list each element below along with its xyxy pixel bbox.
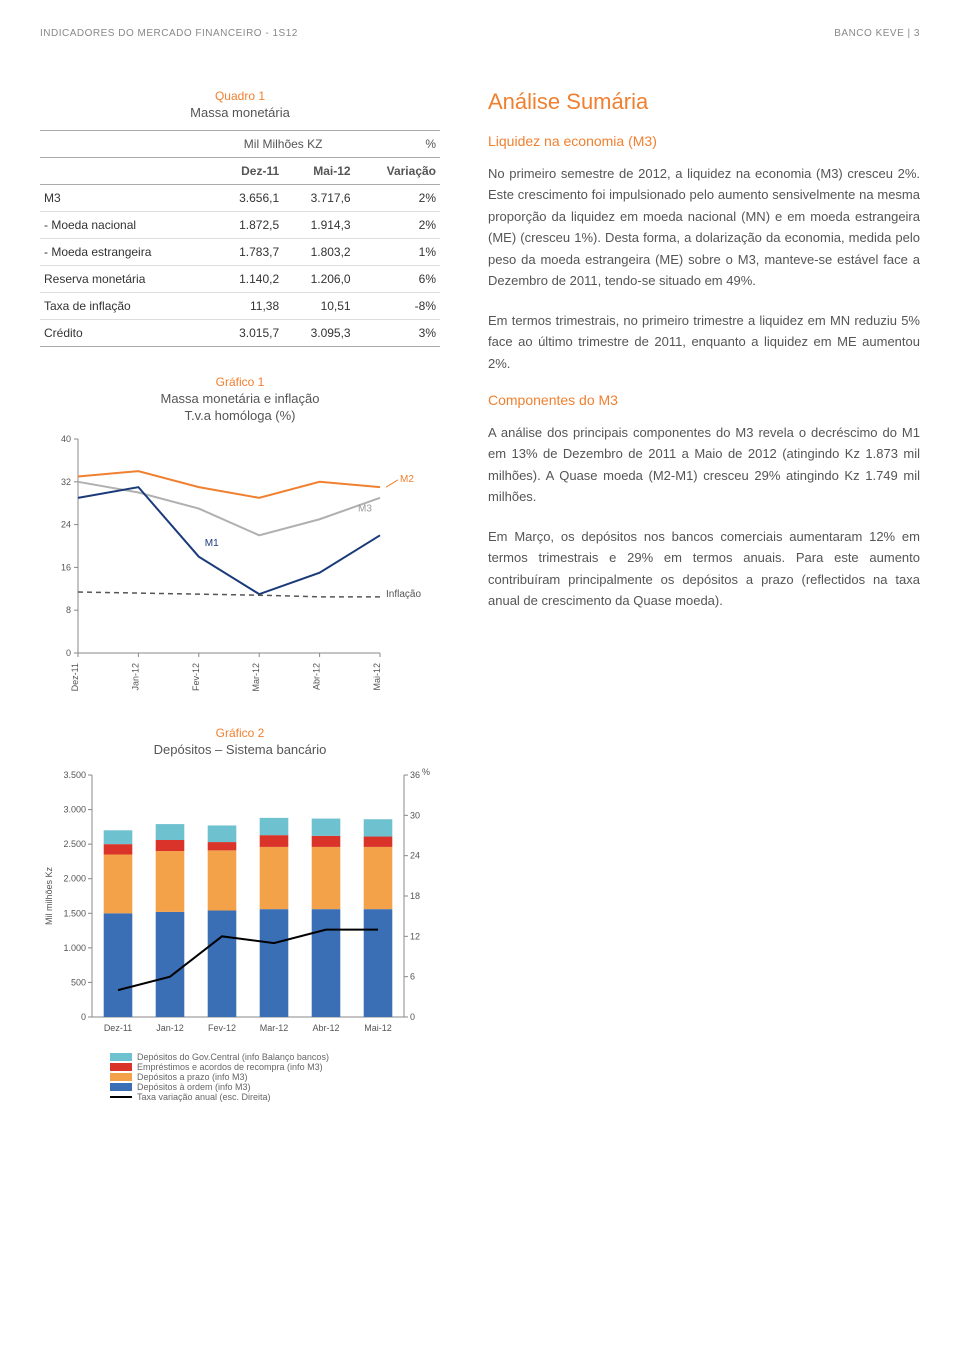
svg-text:Abr-12: Abr-12 xyxy=(312,663,322,690)
svg-text:1.000: 1.000 xyxy=(63,943,86,953)
header-right: BANCO KEVE | 3 xyxy=(834,28,920,39)
liquidez-title: Liquidez na economia (M3) xyxy=(488,133,920,149)
svg-text:Jan-12: Jan-12 xyxy=(156,1023,184,1033)
svg-text:M2: M2 xyxy=(400,474,414,485)
table-row: M33.656,13.717,62% xyxy=(40,185,440,212)
svg-text:%: % xyxy=(422,767,430,777)
svg-text:3.500: 3.500 xyxy=(63,770,86,780)
svg-text:2.500: 2.500 xyxy=(63,839,86,849)
legend-item: Depósitos do Gov.Central (info Balanço b… xyxy=(110,1052,440,1062)
quadro1-table: Mil Milhões KZ % Dez-11 Mai-12 Variação … xyxy=(40,130,440,347)
col-group-left: Mil Milhões KZ xyxy=(212,131,355,158)
grafico2-label: Gráfico 2 xyxy=(40,726,440,740)
svg-text:Fev-12: Fev-12 xyxy=(208,1023,236,1033)
table-row: Reserva monetária1.140,21.206,06% xyxy=(40,266,440,293)
header-left: INDICADORES DO MERCADO FINANCEIRO - 1S12 xyxy=(40,28,298,39)
grafico1-block: Gráfico 1 Massa monetária e inflação T.v… xyxy=(40,375,440,698)
svg-text:1.500: 1.500 xyxy=(63,908,86,918)
grafico2-chart: 0 500 1.000 1.500 2.000 2.500 3.000 3.500% 0 6 12 1… xyxy=(40,767,440,1047)
svg-text:Mai-12: Mai-12 xyxy=(372,663,382,691)
p3: A análise dos principais componentes do … xyxy=(488,422,920,508)
p4: Em Março, os depósitos nos bancos comerc… xyxy=(488,526,920,612)
p1: No primeiro semestre de 2012, a liquidez… xyxy=(488,163,920,292)
svg-text:Mar-12: Mar-12 xyxy=(251,663,261,692)
svg-text:Dez-11: Dez-11 xyxy=(70,663,80,691)
table-row: Crédito3.015,73.095,33% xyxy=(40,320,440,347)
svg-text:18: 18 xyxy=(410,891,420,901)
analise-title: Análise Sumária xyxy=(488,89,920,115)
quadro1: Quadro 1 Massa monetária Mil Milhões KZ … xyxy=(40,89,440,347)
svg-text:8: 8 xyxy=(66,605,71,615)
svg-text:6: 6 xyxy=(410,972,415,982)
svg-text:Mil milhões Kz: Mil milhões Kz xyxy=(44,866,54,925)
table-row: - Moeda nacional1.872,51.914,32% xyxy=(40,212,440,239)
svg-text:Mar-12: Mar-12 xyxy=(260,1023,289,1033)
svg-text:M3: M3 xyxy=(358,504,372,515)
componentes-title: Componentes do M3 xyxy=(488,392,920,408)
svg-text:24: 24 xyxy=(410,851,420,861)
svg-text:3.000: 3.000 xyxy=(63,805,86,815)
legend-item: Taxa variação anual (esc. Direita) xyxy=(110,1092,440,1102)
svg-text:0: 0 xyxy=(81,1012,86,1022)
grafico1-label: Gráfico 1 xyxy=(40,375,440,389)
legend-item: Empréstimos e acordos de recompra (info … xyxy=(110,1062,440,1072)
grafico1-subtitle: T.v.a homóloga (%) xyxy=(40,408,440,423)
table-row: Taxa de inflação11,3810,51-8% xyxy=(40,293,440,320)
svg-text:Jan-12: Jan-12 xyxy=(130,663,140,691)
svg-text:0: 0 xyxy=(66,648,71,658)
grafico2-legend: Depósitos do Gov.Central (info Balanço b… xyxy=(40,1052,440,1102)
svg-text:Abr-12: Abr-12 xyxy=(312,1023,339,1033)
grafico2-title: Depósitos – Sistema bancário xyxy=(40,742,440,757)
svg-text:16: 16 xyxy=(61,562,71,572)
grafico1-title: Massa monetária e inflação xyxy=(40,391,440,406)
grafico1-chart: 0 8 16 24 32 40 Dez-11 Jan-12 Fev-12 Mar-12 Abr-12… xyxy=(40,433,440,693)
p2: Em termos trimestrais, no primeiro trime… xyxy=(488,310,920,374)
svg-text:2.000: 2.000 xyxy=(63,874,86,884)
svg-text:M1: M1 xyxy=(205,538,219,549)
legend-item: Depósitos à ordem (info M3) xyxy=(110,1082,440,1092)
svg-text:0: 0 xyxy=(410,1012,415,1022)
svg-text:36: 36 xyxy=(410,770,420,780)
table-row: - Moeda estrangeira1.783,71.803,21% xyxy=(40,239,440,266)
svg-text:30: 30 xyxy=(410,810,420,820)
svg-text:40: 40 xyxy=(61,434,71,444)
grafico2-block: Gráfico 2 Depósitos – Sistema bancário 0… xyxy=(40,726,440,1102)
svg-text:32: 32 xyxy=(61,477,71,487)
svg-text:Dez-11: Dez-11 xyxy=(104,1023,132,1033)
svg-text:500: 500 xyxy=(71,977,86,987)
svg-text:Inflação: Inflação xyxy=(386,589,421,600)
legend-item: Depósitos a prazo (info M3) xyxy=(110,1072,440,1082)
svg-text:24: 24 xyxy=(61,520,71,530)
quadro1-title: Massa monetária xyxy=(40,105,440,120)
svg-text:12: 12 xyxy=(410,931,420,941)
col-group-right: % xyxy=(355,131,440,158)
page-header: INDICADORES DO MERCADO FINANCEIRO - 1S12… xyxy=(40,28,920,39)
svg-text:Fev-12: Fev-12 xyxy=(191,663,201,691)
svg-text:Mai-12: Mai-12 xyxy=(364,1023,392,1033)
quadro1-label: Quadro 1 xyxy=(40,89,440,103)
